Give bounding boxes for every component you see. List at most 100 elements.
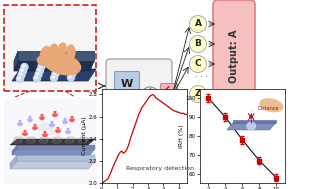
Polygon shape [12,145,17,155]
Circle shape [62,119,68,123]
Circle shape [22,130,28,136]
Circle shape [51,74,58,81]
Circle shape [26,116,28,119]
Circle shape [38,63,45,70]
Y-axis label: IRH (%): IRH (%) [179,124,184,148]
Polygon shape [17,155,95,161]
Polygon shape [10,139,95,145]
FancyBboxPatch shape [4,5,96,91]
Text: Output: A: Output: A [229,29,239,83]
Circle shape [20,73,22,75]
Polygon shape [18,51,94,61]
Circle shape [69,116,75,122]
FancyBboxPatch shape [213,0,255,112]
Circle shape [74,116,76,119]
Circle shape [70,71,73,74]
Circle shape [17,75,23,83]
Circle shape [36,67,44,74]
Polygon shape [17,145,95,149]
Circle shape [31,124,33,127]
Circle shape [39,115,44,119]
Circle shape [22,65,25,67]
Circle shape [21,64,28,70]
Circle shape [74,63,76,66]
Circle shape [55,128,60,132]
Circle shape [32,116,34,119]
Circle shape [69,70,76,77]
Circle shape [64,128,66,131]
Circle shape [38,114,40,117]
Circle shape [34,75,41,82]
Circle shape [44,114,46,117]
Circle shape [53,67,60,74]
Polygon shape [12,149,95,155]
Circle shape [22,120,24,123]
Circle shape [70,66,77,73]
Polygon shape [14,51,18,71]
Circle shape [18,71,25,78]
Circle shape [60,127,62,130]
Circle shape [21,130,23,133]
Circle shape [52,76,54,78]
Circle shape [35,76,37,79]
Polygon shape [10,161,95,169]
Ellipse shape [44,53,81,75]
Circle shape [28,116,33,122]
FancyBboxPatch shape [4,98,96,184]
Text: Respiratory detection: Respiratory detection [126,166,194,171]
Y-axis label: Current (μA): Current (μA) [83,117,87,156]
Circle shape [57,111,59,114]
Text: C: C [195,60,201,68]
Text: A: A [195,19,202,29]
Circle shape [57,64,59,66]
Circle shape [55,63,62,70]
Circle shape [48,121,50,124]
FancyBboxPatch shape [161,84,178,108]
Circle shape [68,116,70,119]
Text: Z: Z [195,90,201,98]
Ellipse shape [67,45,75,59]
Circle shape [43,132,47,136]
Ellipse shape [58,43,66,57]
Circle shape [20,67,27,74]
Ellipse shape [37,57,47,65]
Polygon shape [14,61,94,71]
Circle shape [35,71,42,78]
Circle shape [69,75,71,78]
Circle shape [39,64,42,67]
Circle shape [16,120,18,123]
Circle shape [37,124,39,127]
Circle shape [47,131,49,134]
Circle shape [51,111,53,114]
Ellipse shape [40,46,50,60]
FancyBboxPatch shape [106,59,172,135]
Circle shape [54,127,56,130]
Circle shape [38,68,40,71]
Circle shape [55,68,57,70]
Circle shape [50,122,54,126]
Circle shape [33,125,37,129]
Circle shape [189,85,206,102]
Circle shape [27,130,29,133]
Circle shape [52,70,59,77]
Ellipse shape [49,44,57,58]
Circle shape [54,121,56,124]
Polygon shape [12,69,96,81]
Circle shape [67,118,69,121]
Circle shape [70,128,72,131]
Text: B: B [195,40,201,49]
Circle shape [66,129,70,133]
Circle shape [52,112,58,116]
Text: · · ·: · · · [196,74,209,83]
Circle shape [21,69,23,71]
Circle shape [18,77,20,79]
Circle shape [36,72,39,75]
Circle shape [41,131,43,134]
Ellipse shape [39,123,57,135]
Circle shape [18,121,22,125]
Circle shape [61,118,63,121]
Circle shape [68,74,75,81]
Text: b: b [123,106,131,116]
Polygon shape [10,155,17,169]
FancyBboxPatch shape [115,99,140,122]
